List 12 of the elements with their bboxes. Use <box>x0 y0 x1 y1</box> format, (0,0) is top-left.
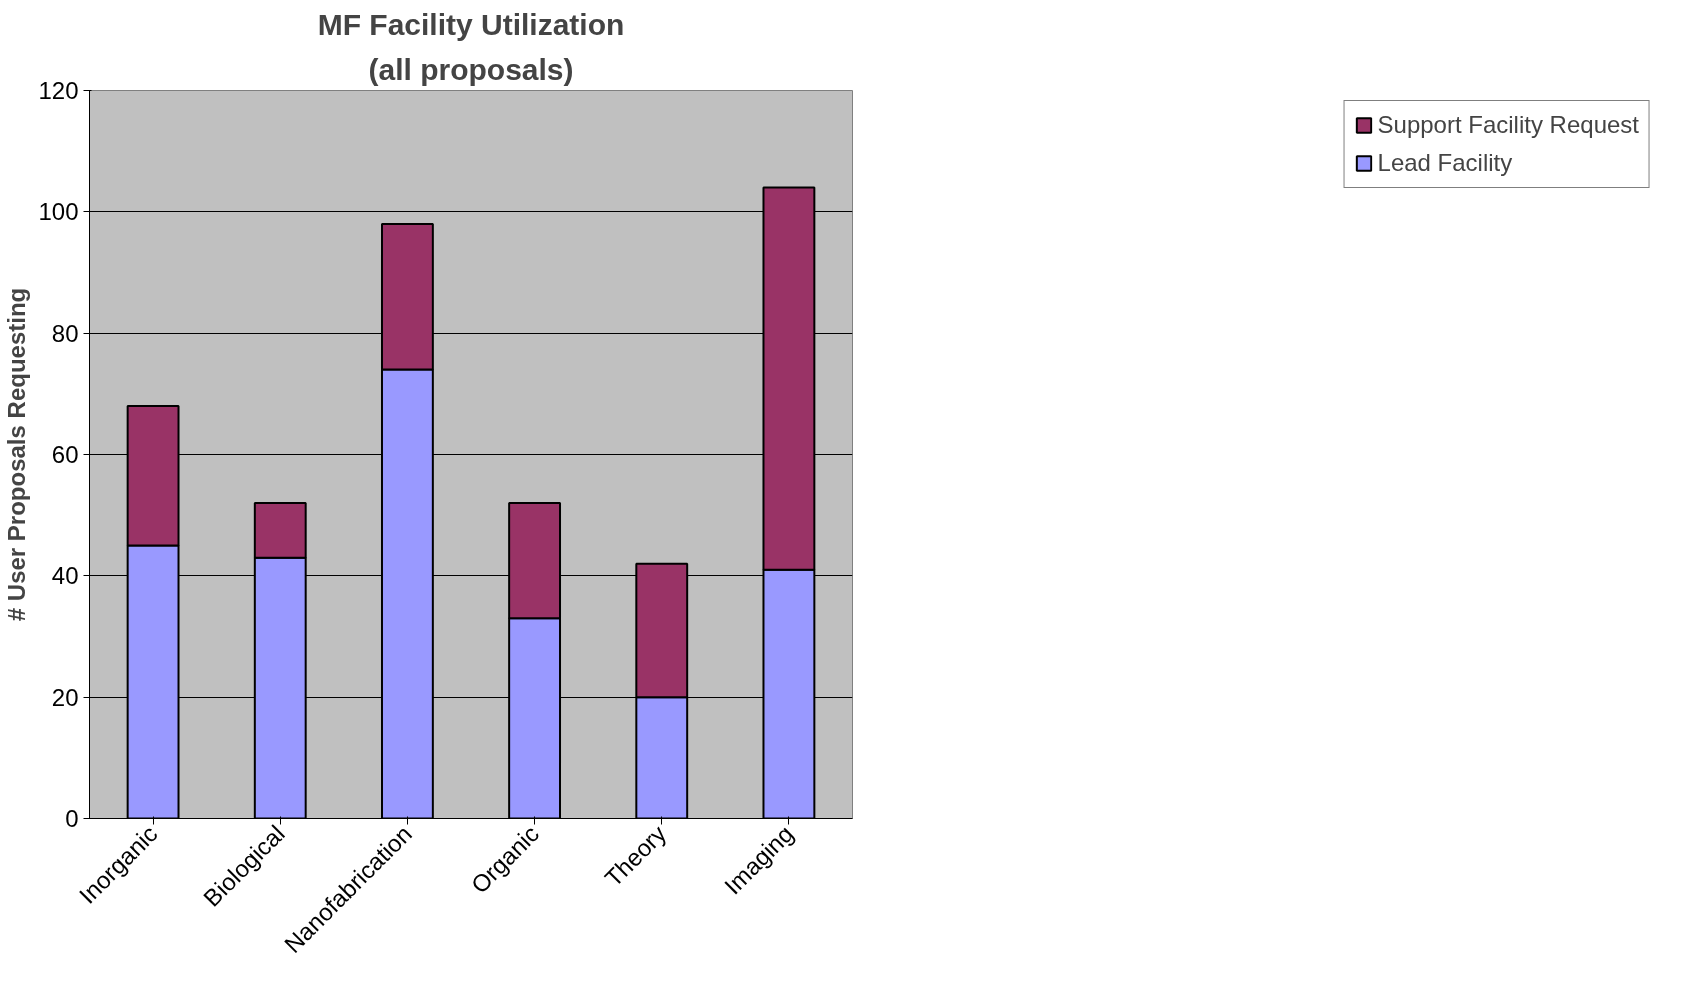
legend-label: Lead Facility <box>1377 149 1513 177</box>
legend-label: Support Facility Request <box>1377 111 1639 139</box>
y-tick-label: 40 <box>51 562 79 590</box>
y-tick-label: 60 <box>51 441 79 468</box>
chart-title: MF Facility Utilization <box>317 7 625 41</box>
y-tick-label: 0 <box>65 805 79 832</box>
y-tick-label: 120 <box>38 77 79 104</box>
y-tick-label: 100 <box>38 198 79 226</box>
chart-subtitle: (all proposals) <box>368 52 574 86</box>
y-tick-label: 20 <box>51 683 79 711</box>
y-axis-title: # User Proposals Requesting <box>3 287 31 622</box>
y-tick-label: 80 <box>51 319 79 347</box>
